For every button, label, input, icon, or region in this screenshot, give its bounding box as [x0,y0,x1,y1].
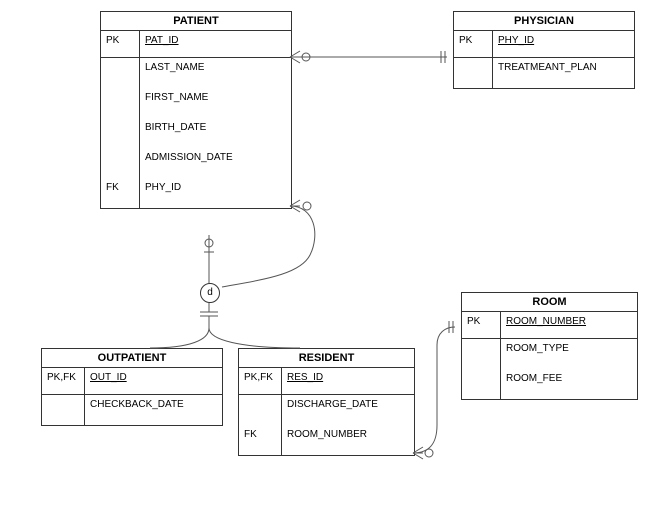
key-cell [101,88,139,118]
cardinality-circle-icon [205,239,213,247]
key-cell: FK [101,178,139,208]
entity-body: PK,FK FK RES_ID DISCHARGE_DATE ROOM_NUMB… [239,368,414,455]
entity-resident: RESIDENT PK,FK FK RES_ID DISCHARGE_DATE … [238,348,415,456]
attr-column: RES_ID DISCHARGE_DATE ROOM_NUMBER [282,368,414,455]
key-cell [462,339,500,369]
attr-column: PHY_ID TREATMEANT_PLAN [493,31,634,88]
key-cell: PK,FK [42,368,84,395]
key-cell [101,58,139,88]
attr-column: ROOM_NUMBER ROOM_TYPE ROOM_FEE [501,312,637,399]
attr-cell: FIRST_NAME [140,88,291,118]
key-column: PK,FK FK [239,368,282,455]
key-column: PK [454,31,493,88]
key-cell: PK [454,31,492,58]
entity-body: PK ROOM_NUMBER ROOM_TYPE ROOM_FEE [462,312,637,399]
key-cell [462,369,500,399]
cardinality-circle-icon [302,53,310,61]
key-cell [101,148,139,178]
attr-cell: LAST_NAME [140,58,291,88]
entity-body: PK PHY_ID TREATMEANT_PLAN [454,31,634,88]
entity-body: PK,FK OUT_ID CHECKBACK_DATE [42,368,222,425]
attr-cell: CHECKBACK_DATE [85,395,222,425]
disjoint-symbol: d [200,283,220,303]
attr-cell: BIRTH_DATE [140,118,291,148]
key-column: PK [462,312,501,399]
entity-title: OUTPATIENT [42,349,222,368]
entity-title: ROOM [462,293,637,312]
entity-body: PK FK PAT_ID LAST_NAME FIRST_NAME BIRTH_… [101,31,291,208]
attr-cell: PHY_ID [140,178,291,208]
attr-cell: TREATMEANT_PLAN [493,58,634,88]
attr-cell: ROOM_FEE [501,369,637,399]
one-notch-icon [441,51,445,63]
key-cell [42,395,84,425]
key-cell [101,118,139,148]
entity-patient: PATIENT PK FK PAT_ID LAST_NAME FIRST_NAM… [100,11,292,209]
entity-outpatient: OUTPATIENT PK,FK OUT_ID CHECKBACK_DATE [41,348,223,426]
key-cell: PK,FK [239,368,281,395]
attr-column: PAT_ID LAST_NAME FIRST_NAME BIRTH_DATE A… [140,31,291,208]
attr-column: OUT_ID CHECKBACK_DATE [85,368,222,425]
attr-cell: DISCHARGE_DATE [282,395,414,425]
entity-title: PATIENT [101,12,291,31]
entity-title: PHYSICIAN [454,12,634,31]
key-column: PK,FK [42,368,85,425]
attr-cell: PHY_ID [493,31,634,58]
edge-resident-room [413,327,455,453]
key-column: PK FK [101,31,140,208]
entity-title: RESIDENT [239,349,414,368]
completeness-bars-icon [200,312,218,316]
attr-cell: OUT_ID [85,368,222,395]
attr-cell: ROOM_NUMBER [282,425,414,455]
key-cell [239,395,281,425]
attr-cell: ROOM_TYPE [501,339,637,369]
entity-room: ROOM PK ROOM_NUMBER ROOM_TYPE ROOM_FEE [461,292,638,400]
one-notch-icon [449,321,453,333]
attr-cell: RES_ID [282,368,414,395]
key-cell [454,58,492,88]
attr-cell: ROOM_NUMBER [501,312,637,339]
attr-cell: PAT_ID [140,31,291,58]
cardinality-circle-icon [303,202,311,210]
edge-disjoint-outpatient [150,316,209,348]
cardinality-circle-icon [425,449,433,457]
attr-cell: ADMISSION_DATE [140,148,291,178]
key-cell: PK [101,31,139,58]
entity-physician: PHYSICIAN PK PHY_ID TREATMEANT_PLAN [453,11,635,89]
key-cell: FK [239,425,281,455]
edge-patient-loop [222,206,315,287]
key-cell: PK [462,312,500,339]
edge-disjoint-resident [209,316,300,348]
